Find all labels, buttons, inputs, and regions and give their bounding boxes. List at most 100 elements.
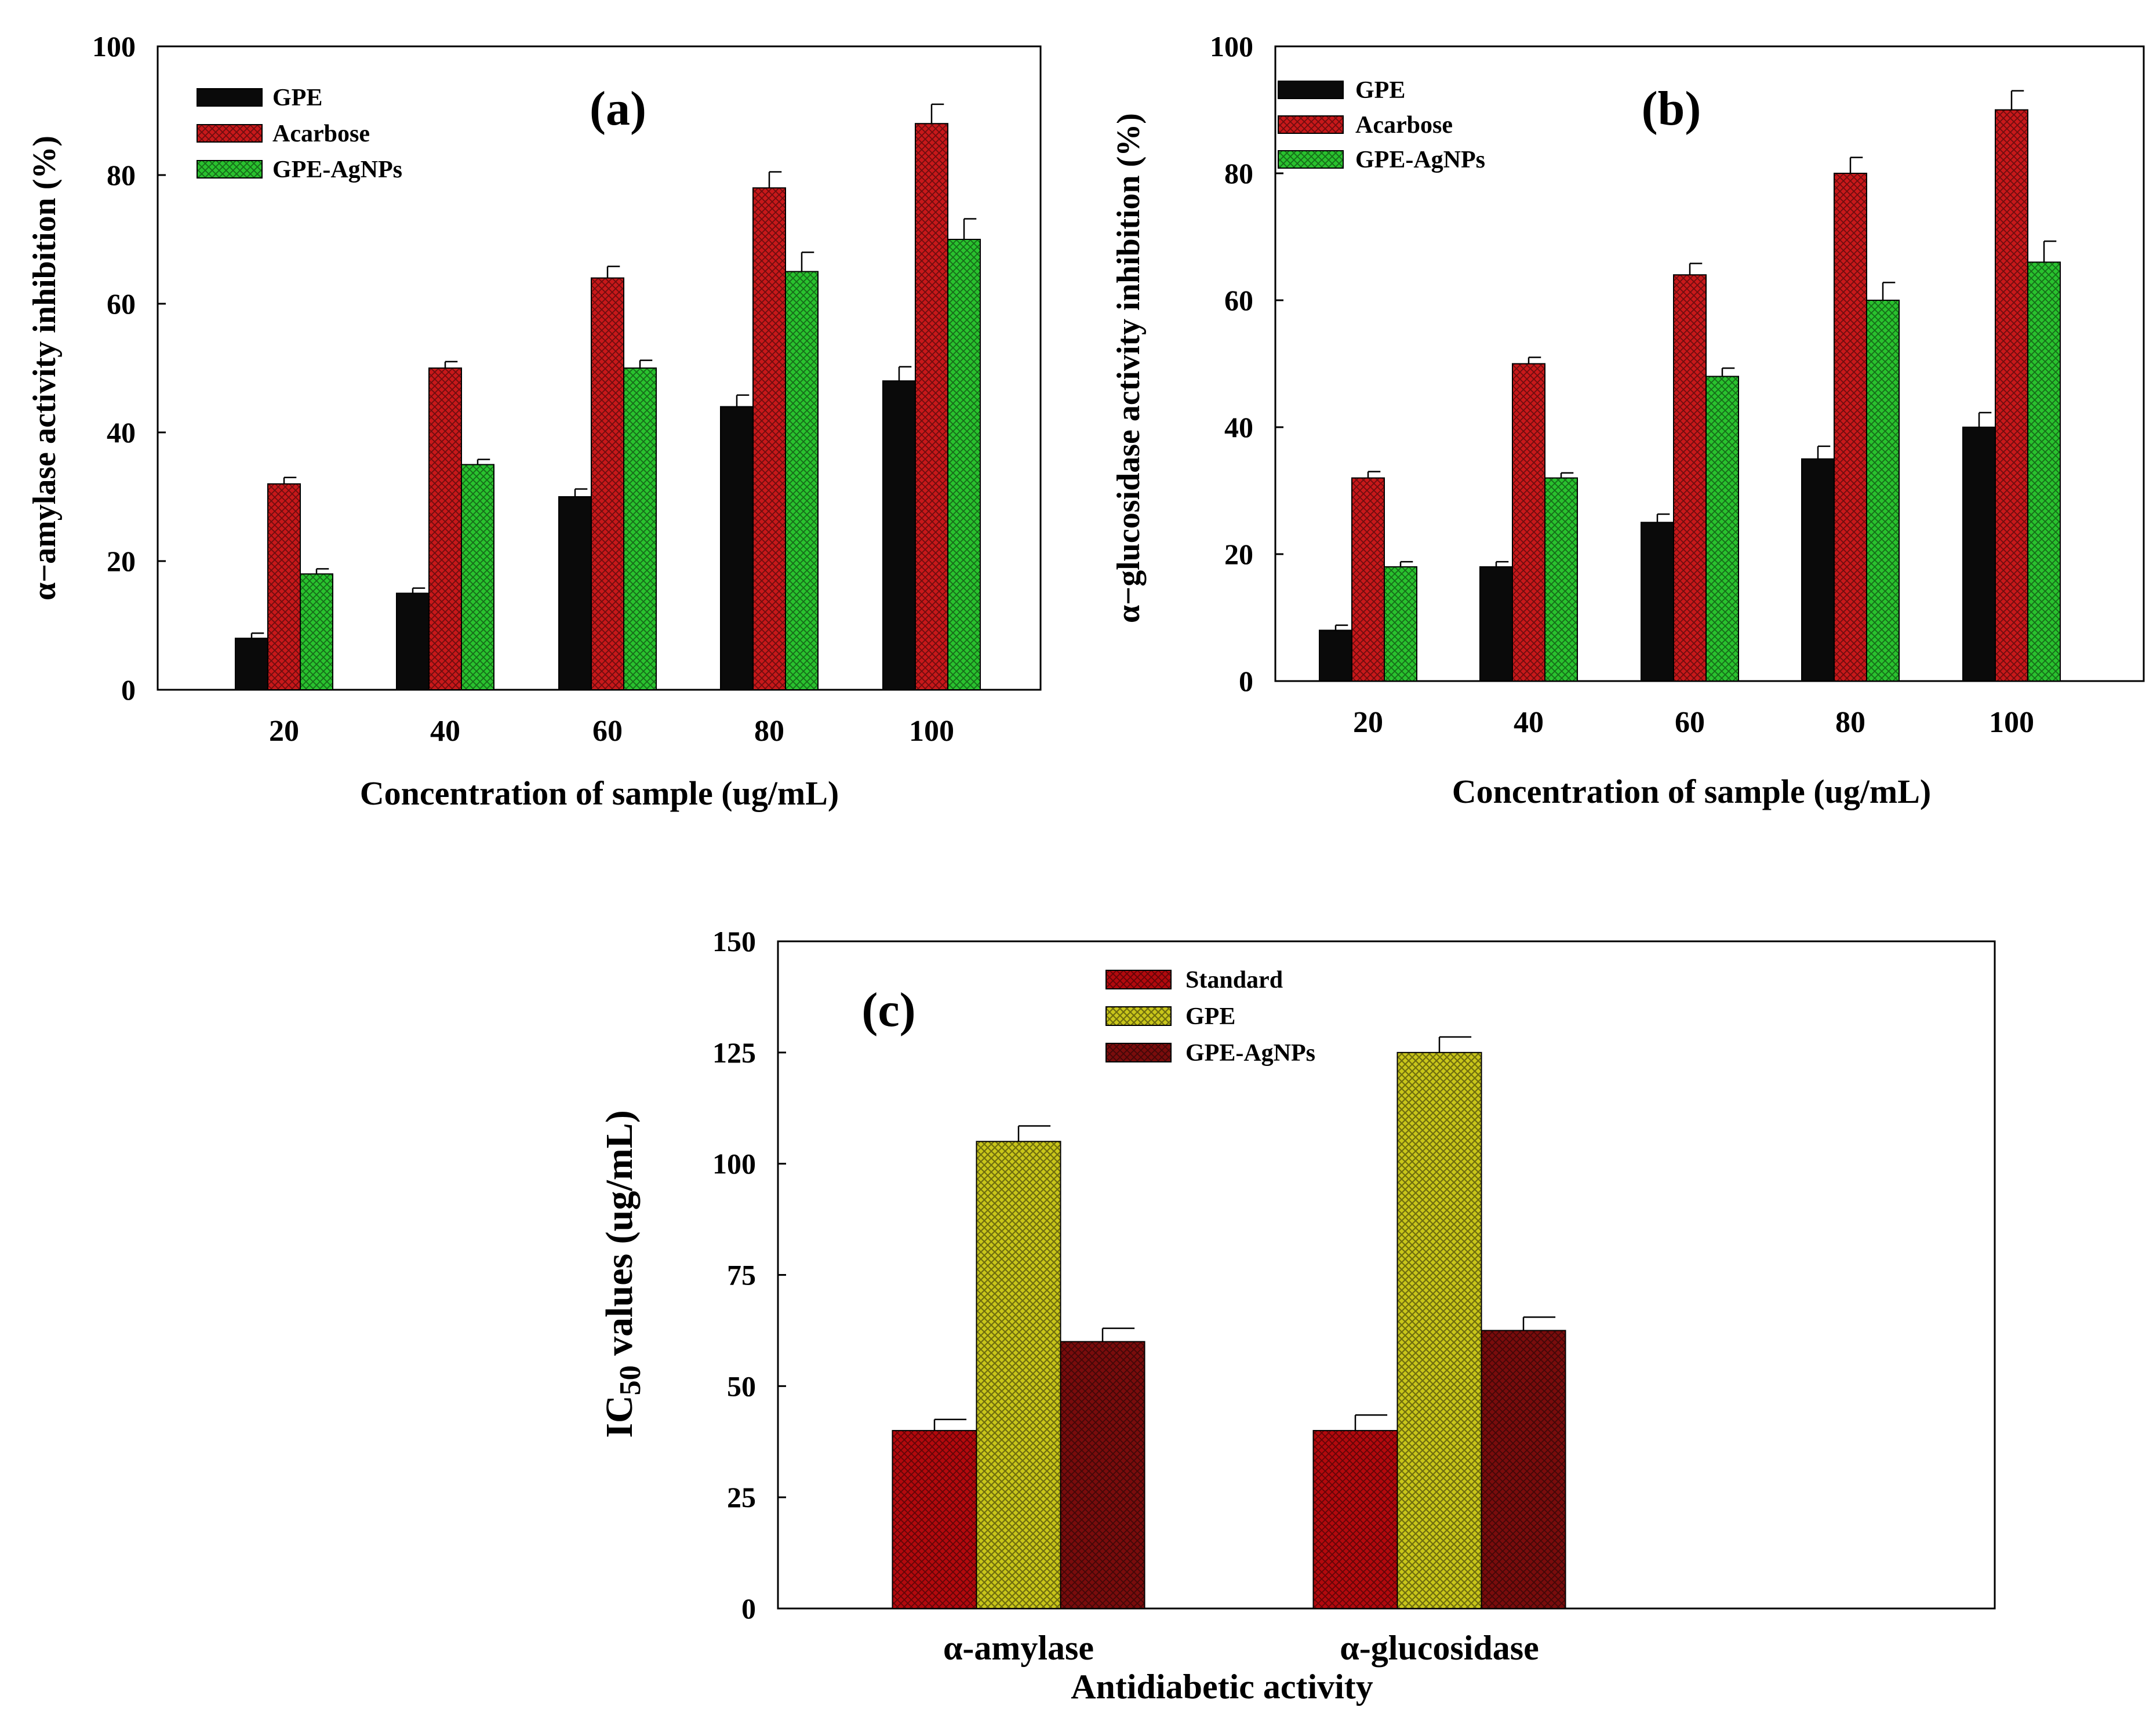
legend-swatch-acarbose: [197, 124, 263, 143]
bar-acarbose-20: [267, 483, 301, 690]
bar-gpe-80: [720, 406, 754, 690]
bar-gpe-agnps-80: [785, 271, 819, 690]
y-tick-label: 0: [1239, 665, 1253, 697]
bar-gpe-agnps-40: [461, 464, 494, 690]
error-bar: [1882, 282, 1896, 300]
bar-gpe-60: [558, 496, 592, 690]
error-bar: [1560, 472, 1574, 478]
legend-label: Acarbose: [272, 121, 370, 147]
bar-gpe-agnps-60: [1705, 376, 1739, 682]
x-tick-label: 20: [269, 715, 299, 748]
bar-gpe-agnps-20: [300, 573, 333, 691]
bar-acarbose-80: [1834, 173, 1867, 682]
panel-label: (c): [861, 983, 915, 1037]
error-bar: [736, 394, 750, 407]
bar-gpe-100: [882, 380, 916, 690]
x-axis-label: Antidiabetic activity: [1071, 1668, 1373, 1706]
bar-gpe-α-amylase: [976, 1141, 1061, 1610]
error-bar: [1656, 513, 1670, 523]
legend-label: Acarbose: [1355, 112, 1453, 139]
legend-swatch-gpe-agnps: [1278, 150, 1344, 169]
y-tick-label: 100: [1210, 30, 1253, 63]
error-bar: [801, 251, 814, 272]
y-tick-label: 20: [107, 545, 136, 577]
x-tick-label: 60: [1675, 706, 1705, 739]
error-bar: [283, 476, 297, 484]
bar-gpe-agnps-α-glucosidase: [1481, 1330, 1566, 1610]
error-bar: [250, 632, 264, 639]
x-tick-label: 40: [430, 715, 460, 748]
bar-standard-α-amylase: [892, 1430, 977, 1609]
y-tick-label: 150: [712, 925, 756, 958]
x-tick-label: 100: [909, 715, 954, 748]
legend-label: GPE-AgNPs: [1185, 1040, 1315, 1067]
error-bar: [2043, 240, 2057, 263]
y-tick-label: 60: [1224, 284, 1253, 316]
x-tick-label: α-amylase: [943, 1629, 1094, 1667]
y-tick-label: 50: [727, 1370, 756, 1402]
bar-gpe-100: [1962, 427, 1996, 682]
error-bar: [930, 103, 944, 124]
bar-gpe-80: [1801, 458, 1835, 682]
error-bar: [1978, 412, 1992, 427]
error-bar: [1367, 471, 1381, 478]
chart-c: 0 25 50 75 100 125 150 α-amylase α-glucosidase St…: [598, 925, 1996, 1706]
error-bar: [574, 488, 588, 497]
error-bar: [412, 587, 425, 594]
error-bar: [1101, 1327, 1135, 1342]
error-bar: [1817, 445, 1831, 459]
panel-label: (b): [1642, 82, 1701, 136]
bar-acarbose-100: [915, 123, 948, 690]
legend-label: GPE-AgNPs: [272, 157, 402, 183]
y-axis-label: α−glucosidase activity inhibition (%): [1111, 113, 1147, 623]
y-tick-label: 40: [1224, 411, 1253, 443]
y-tick-label: 20: [1224, 538, 1253, 570]
bar-gpe-agnps-100: [947, 239, 981, 690]
legend-label: Standard: [1185, 967, 1283, 993]
error-bar: [1399, 561, 1413, 567]
bar-acarbose-60: [591, 277, 624, 691]
legend-label: GPE: [272, 85, 322, 111]
y-tick-label: 40: [107, 416, 136, 449]
x-tick-label: 60: [592, 715, 623, 748]
chart-a: 0 20 40 60 80 100 20 40 60 80 100 GPE Acarbose GPE-Ag…: [27, 30, 1042, 812]
bar-acarbose-40: [428, 367, 462, 690]
error-bar: [1849, 157, 1863, 173]
y-axis-label: IC50 values (ug/mL): [598, 1110, 647, 1437]
error-bar: [933, 1418, 967, 1431]
y-tick-label: 0: [121, 674, 136, 706]
bar-gpe-40: [396, 592, 430, 690]
error-bar: [768, 171, 782, 188]
legend-swatch-gpe-agnps: [1105, 1043, 1172, 1062]
bar-acarbose-20: [1351, 477, 1385, 682]
bar-gpe-agnps-α-amylase: [1060, 1341, 1145, 1610]
y-axis-label: α−amylase activity inhibition (%): [27, 136, 63, 600]
x-axis-label: Concentration of sample (ug/mL): [360, 774, 839, 812]
error-bar: [1438, 1036, 1472, 1053]
panel-label: (a): [590, 82, 646, 136]
error-bar: [1721, 367, 1735, 377]
error-bar: [1689, 263, 1703, 275]
legend-label: GPE-AgNPs: [1355, 147, 1485, 173]
error-bar: [2010, 90, 2024, 110]
legend-label: GPE: [1185, 1003, 1235, 1030]
x-tick-label: 40: [1514, 706, 1544, 739]
legend-swatch-acarbose: [1278, 115, 1344, 134]
bar-acarbose-40: [1512, 363, 1545, 682]
x-tick-label: 20: [1353, 706, 1383, 739]
y-tick-label: 80: [1224, 157, 1253, 190]
bar-standard-α-glucosidase: [1312, 1430, 1398, 1609]
error-bar: [1522, 1316, 1556, 1331]
error-bar: [1495, 561, 1509, 567]
legend-swatch-standard: [1105, 970, 1172, 989]
bar-acarbose-80: [752, 187, 786, 690]
bar-gpe-agnps-60: [623, 367, 657, 690]
error-bar: [606, 265, 620, 278]
y-tick-label: 60: [107, 287, 136, 320]
legend-swatch-gpe-agnps: [197, 160, 263, 179]
y-tick-label: 25: [727, 1481, 756, 1513]
legend-swatch-gpe: [197, 88, 263, 107]
x-axis-label: Concentration of sample (ug/mL): [1452, 773, 1931, 810]
error-bar: [1017, 1125, 1051, 1142]
error-bar: [1334, 624, 1348, 631]
